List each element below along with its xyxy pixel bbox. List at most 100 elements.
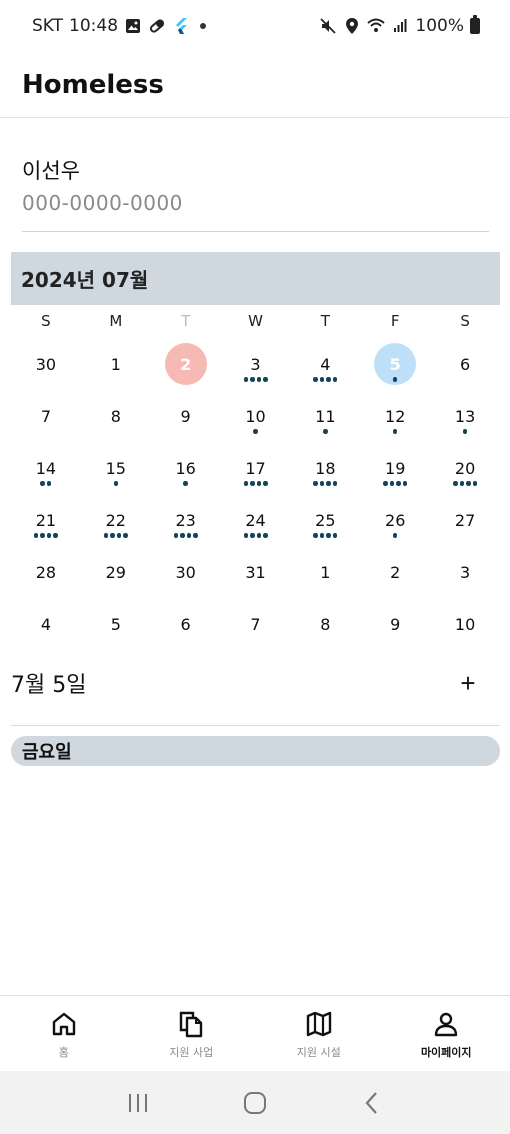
calendar-day[interactable]: 7	[221, 598, 291, 650]
event-dot	[389, 481, 395, 486]
event-markers	[11, 533, 81, 538]
calendar-day[interactable]: 15	[81, 442, 151, 494]
calendar-day[interactable]: 5	[81, 598, 151, 650]
calendar-day[interactable]: 17	[221, 442, 291, 494]
event-dot	[263, 481, 268, 486]
calendar-day[interactable]: 9	[151, 390, 221, 442]
calendar-day[interactable]: 13	[430, 390, 500, 442]
event-markers	[290, 377, 360, 382]
nav-item-home[interactable]: 홈	[0, 996, 128, 1071]
calendar-day[interactable]: 24	[221, 494, 291, 546]
calendar-day-number: 16	[175, 458, 196, 478]
calendar-day-number: 6	[459, 354, 471, 374]
weekday-header: M	[109, 312, 123, 330]
event-markers	[11, 481, 81, 486]
nav-item-support-programs[interactable]: 지원 사업	[128, 996, 256, 1071]
event-markers	[360, 533, 430, 538]
calendar-day-number: 3	[250, 354, 261, 374]
event-dot	[250, 377, 255, 382]
calendar-day[interactable]: 1	[290, 546, 360, 598]
calendar-day[interactable]: 27	[430, 494, 500, 546]
home-icon	[50, 1010, 78, 1038]
calendar-day-number: 30	[35, 354, 57, 374]
calendar-day-number: 29	[105, 562, 126, 582]
calendar-day-number: 31	[245, 562, 266, 582]
calendar-day[interactable]: 31	[221, 546, 291, 598]
event-dot	[186, 533, 192, 538]
calendar-day[interactable]: 3	[430, 546, 500, 598]
calendar-day[interactable]: 29	[81, 546, 151, 598]
calendar-day[interactable]: 23	[151, 494, 221, 546]
calendar-day[interactable]: 16	[151, 442, 221, 494]
event-markers	[151, 533, 221, 538]
calendar-day-number: 4	[320, 354, 331, 374]
event-dot	[40, 533, 45, 538]
calendar-day[interactable]: 12	[360, 390, 430, 442]
calendar-day[interactable]: 6	[151, 598, 221, 650]
calendar-day-number: 7	[250, 614, 261, 634]
system-navigation	[0, 1071, 510, 1134]
calendar-day-number: 6	[180, 614, 191, 634]
calendar-day-number: 3	[459, 562, 471, 582]
calendar-day[interactable]: 11	[290, 390, 360, 442]
calendar-day-number: 17	[245, 458, 266, 478]
calendar-day[interactable]: 22	[81, 494, 151, 546]
event-dot	[46, 533, 52, 538]
calendar-day[interactable]: 8	[290, 598, 360, 650]
calendar-day[interactable]: 21	[11, 494, 81, 546]
calendar-day-number: 13	[454, 406, 476, 426]
calendar-day[interactable]: 2	[360, 546, 430, 598]
calendar-day[interactable]: 1	[81, 338, 151, 390]
calendar-day[interactable]: 8	[81, 390, 151, 442]
weekday-header: S	[41, 312, 51, 330]
event-dot	[263, 533, 268, 538]
event-dot	[392, 377, 398, 382]
event-dot	[313, 377, 318, 382]
calendar-day-number: 23	[175, 510, 196, 530]
calendar-day-number: 10	[245, 406, 266, 426]
weekday-label: 금요일	[22, 742, 72, 763]
calendar-day[interactable]: 9	[360, 598, 430, 650]
calendar-day[interactable]: 4	[11, 598, 81, 650]
calendar-day[interactable]: 14	[11, 442, 81, 494]
calendar-day-number: 2	[390, 562, 401, 582]
calendar-day[interactable]: 19	[360, 442, 430, 494]
calendar-month-title: 2024년 07월	[21, 268, 149, 292]
calendar-day-number: 25	[315, 510, 336, 530]
event-dot	[396, 481, 401, 486]
calendar-day[interactable]: 10	[430, 598, 500, 650]
calendar-day[interactable]: 30	[11, 338, 81, 390]
calendar-week-row: 14 15 16 17 18 19 20	[11, 442, 500, 494]
calendar-day[interactable]: 20	[430, 442, 500, 494]
calendar-day[interactable]: 18	[290, 442, 360, 494]
calendar-day[interactable]: 10	[221, 390, 291, 442]
status-bar: SKT 10:48 100%	[0, 0, 510, 52]
calendar-day-today[interactable]: 2	[151, 338, 221, 390]
nav-item-mypage[interactable]: 마이페이지	[383, 996, 510, 1071]
event-markers	[221, 377, 291, 382]
event-dot	[33, 533, 39, 538]
event-dot	[319, 533, 325, 538]
calendar-day[interactable]: 26	[360, 494, 430, 546]
calendar-day[interactable]: 7	[11, 390, 81, 442]
event-dot	[313, 533, 318, 538]
calendar-day[interactable]: 30	[151, 546, 221, 598]
nav-item-support-facilities[interactable]: 지원 시설	[255, 996, 383, 1071]
event-dot	[323, 429, 328, 434]
event-markers	[430, 481, 500, 486]
calendar-day[interactable]: 6	[430, 338, 500, 390]
calendar-day[interactable]: 3	[221, 338, 291, 390]
calendar-day-number: 15	[105, 458, 126, 478]
calendar-day[interactable]: 4	[290, 338, 360, 390]
calendar-day-selected[interactable]: 5	[360, 338, 430, 390]
calendar-day[interactable]: 25	[290, 494, 360, 546]
home-circle-icon[interactable]	[235, 1083, 275, 1123]
nav-label-mypage: 마이페이지	[420, 1046, 472, 1059]
add-button[interactable]: +	[448, 663, 488, 703]
back-icon[interactable]	[352, 1083, 392, 1123]
calendar-day[interactable]: 28	[11, 546, 81, 598]
battery-percent: 100%	[415, 16, 464, 36]
recent-apps-icon[interactable]	[118, 1083, 158, 1123]
event-dot	[453, 481, 458, 486]
event-dot	[110, 533, 115, 538]
